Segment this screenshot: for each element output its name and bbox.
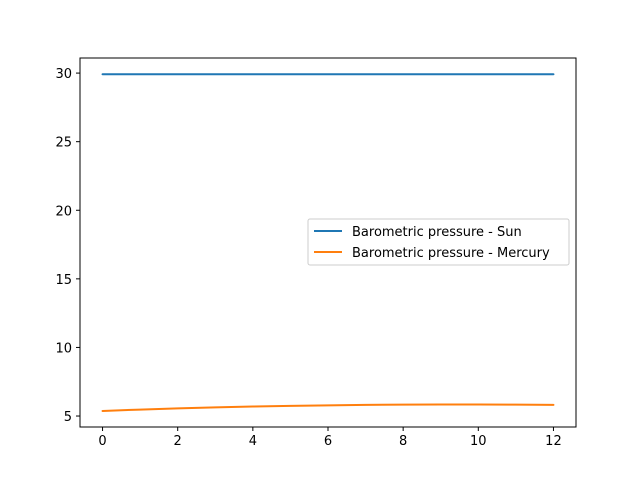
x-tick-label: 0 xyxy=(98,434,106,449)
x-tick-label: 6 xyxy=(324,434,332,449)
legend-label-sun: Barometric pressure - Sun xyxy=(352,225,522,240)
x-tick-label: 10 xyxy=(470,434,487,449)
y-tick-label: 25 xyxy=(55,136,72,151)
legend-box xyxy=(307,218,570,266)
x-tick-label: 12 xyxy=(545,434,562,449)
y-axis: 5 10 15 20 25 30 xyxy=(55,67,80,425)
y-tick-label: 10 xyxy=(55,341,72,356)
series-lines xyxy=(101,73,555,412)
legend-label-mercury: Barometric pressure - Mercury xyxy=(352,246,550,261)
x-tick-label: 2 xyxy=(174,434,182,449)
y-tick-label: 15 xyxy=(55,273,72,288)
x-tick-label: 8 xyxy=(399,434,407,449)
legend: Barometric pressure - Sun Barometric pre… xyxy=(307,218,570,266)
y-tick-label: 30 xyxy=(55,67,72,82)
series-line-mercury xyxy=(101,403,555,412)
x-tick-label: 4 xyxy=(249,434,257,449)
x-axis: 0 2 4 6 8 10 12 xyxy=(98,427,562,449)
y-tick-label: 20 xyxy=(55,204,72,219)
y-tick-label: 5 xyxy=(64,410,72,425)
